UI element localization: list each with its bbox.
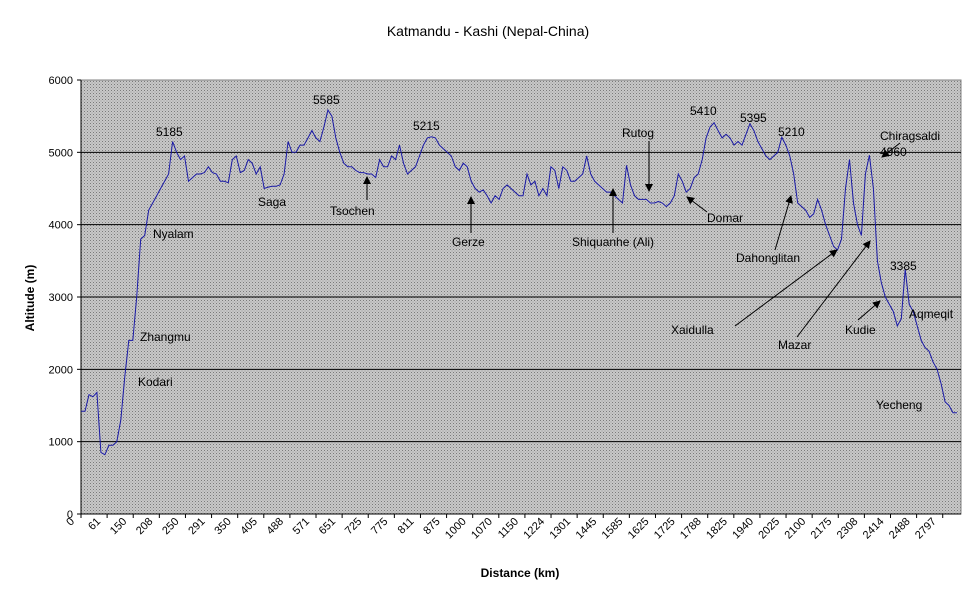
y-tick-label: 5000 bbox=[49, 147, 73, 159]
x-tick-label: 2308 bbox=[835, 516, 861, 542]
annotation-label: 5585 bbox=[313, 93, 340, 107]
x-tick-label: 208 bbox=[134, 516, 155, 537]
x-tick-label: 61 bbox=[86, 516, 103, 533]
arrow-dahonglitan bbox=[774, 195, 793, 251]
x-tick-label: 405 bbox=[238, 516, 259, 537]
x-tick-label: 2488 bbox=[887, 516, 913, 542]
annotation-label: Shiquanhe (Ali) bbox=[572, 235, 654, 249]
annotation-label: 5410 bbox=[690, 104, 717, 118]
annotation-label: Aqmeqit bbox=[909, 307, 954, 321]
annotation-label: 5185 bbox=[156, 125, 183, 139]
x-tick-label: 2100 bbox=[782, 516, 808, 542]
arrow-xaidulla bbox=[734, 249, 838, 327]
x-tick-label: 811 bbox=[396, 516, 417, 537]
gridlines bbox=[81, 151, 961, 443]
x-tick-label: 1445 bbox=[574, 516, 600, 542]
annotation-label: Zhangmu bbox=[140, 330, 191, 344]
x-tick-label: 250 bbox=[160, 516, 181, 537]
x-tick-label: 1725 bbox=[652, 516, 678, 542]
x-tick-label: 150 bbox=[108, 516, 129, 537]
annotation-label: Saga bbox=[258, 195, 286, 209]
x-tick-label: 1070 bbox=[469, 516, 495, 542]
chart-title: Katmandu - Kashi (Nepal-China) bbox=[387, 23, 589, 39]
x-axis-label: Distance (km) bbox=[481, 566, 560, 580]
arrow-chiragsaldi bbox=[881, 142, 901, 158]
y-tick-label: 4000 bbox=[49, 220, 73, 232]
y-axis-label: Altitude (m) bbox=[23, 265, 37, 332]
y-tick-label: 6000 bbox=[49, 75, 73, 87]
y-tick-label: 0 bbox=[67, 509, 73, 521]
x-axis: 0 61 150 208 250 291 350 405 488 571 651 725 775 811 8… bbox=[64, 513, 961, 542]
annotation-label: Mazar bbox=[778, 338, 811, 352]
annotation-label: Yecheng bbox=[876, 398, 922, 412]
y-tick-label: 1000 bbox=[49, 437, 73, 449]
x-tick-label: 350 bbox=[212, 516, 233, 537]
x-tick-label: 875 bbox=[421, 516, 442, 537]
x-tick-label: 775 bbox=[369, 516, 390, 537]
x-tick-label: 725 bbox=[343, 516, 364, 537]
x-tick-label: 1000 bbox=[443, 516, 469, 542]
arrow-domar bbox=[686, 196, 708, 213]
x-tick-label: 1788 bbox=[678, 516, 704, 542]
x-tick-label: 1150 bbox=[496, 516, 521, 541]
annotation-label: Rutog bbox=[622, 126, 654, 140]
annotation-label: Domar bbox=[707, 211, 743, 225]
annotation-label: 4960 bbox=[880, 145, 907, 159]
annotation-label: 5395 bbox=[740, 111, 767, 125]
x-tick-label: 1825 bbox=[704, 516, 730, 542]
x-tick-label: 488 bbox=[265, 516, 286, 537]
arrow-mazar bbox=[796, 240, 871, 338]
annotation-label: Kudie bbox=[845, 323, 876, 337]
y-tick-label: 3000 bbox=[49, 292, 73, 304]
annotation-label: Chiragsaldi bbox=[880, 129, 940, 143]
x-tick-label: 2175 bbox=[809, 516, 835, 542]
annotation-label: 3385 bbox=[890, 259, 917, 273]
x-tick-label: 291 bbox=[186, 516, 207, 537]
series-line-altitude bbox=[81, 108, 957, 456]
x-tick-label: 1940 bbox=[730, 516, 756, 542]
annotation-label: 5210 bbox=[778, 125, 805, 139]
annotation-label: Xaidulla bbox=[671, 323, 714, 337]
annotation-label: Dahonglitan bbox=[736, 251, 800, 265]
x-tick-label: 1224 bbox=[521, 516, 547, 542]
arrow-kudie bbox=[857, 300, 881, 321]
x-tick-label: 2414 bbox=[861, 516, 887, 542]
annotations: Chiragsaldi 4960 5185 5585 5215 5410 5395 5210 3… bbox=[138, 93, 954, 412]
y-tick-label: 2000 bbox=[49, 364, 73, 376]
annotation-label: Gerze bbox=[452, 235, 485, 249]
series-layer bbox=[81, 108, 957, 456]
annotation-label: 5215 bbox=[413, 119, 440, 133]
x-tick-label: 1301 bbox=[547, 516, 573, 542]
pointer-arrows bbox=[363, 141, 901, 338]
x-tick-label: 651 bbox=[317, 516, 338, 537]
annotation-label: Tsochen bbox=[330, 204, 375, 218]
x-tick-label: 2797 bbox=[913, 516, 939, 542]
annotation-label: Kodari bbox=[138, 375, 173, 389]
x-tick-label: 571 bbox=[291, 516, 312, 537]
x-tick-label: 1625 bbox=[626, 516, 652, 542]
x-tick-label: 2025 bbox=[756, 516, 782, 542]
annotation-label: Nyalam bbox=[153, 227, 194, 241]
x-tick-label: 1585 bbox=[600, 516, 626, 542]
y-axis: 0 1000 2000 3000 4000 5000 6000 bbox=[49, 75, 82, 521]
